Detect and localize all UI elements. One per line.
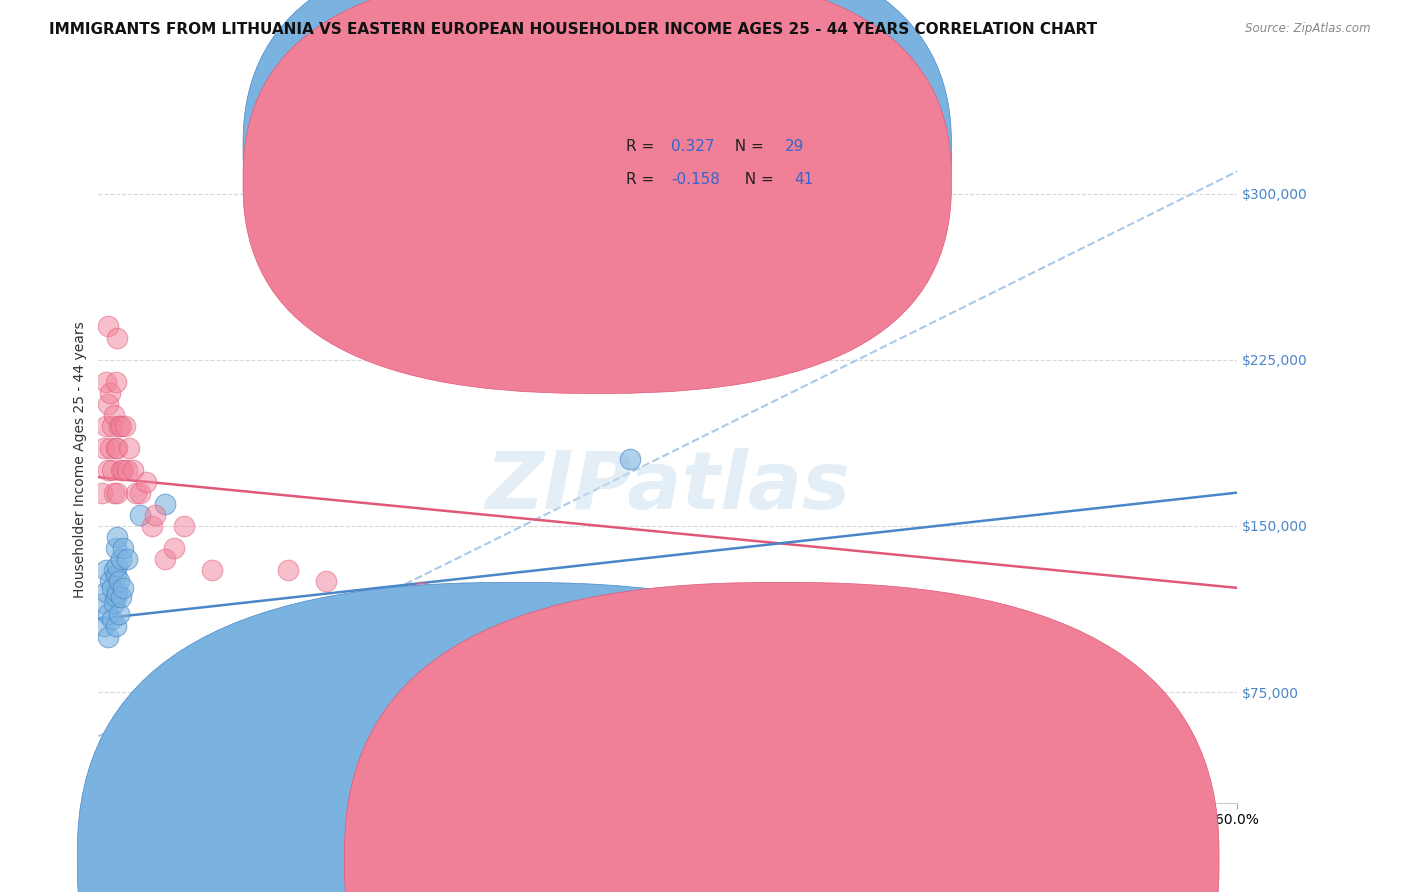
Point (112, 463, 135, 477)
Point (103, 408, 125, 422)
Point (163, 729, 186, 743)
Text: IMMIGRANTS FROM LITHUANIA VS EASTERN EUROPEAN HOUSEHOLDER INCOME AGES 25 - 44 YE: IMMIGRANTS FROM LITHUANIA VS EASTERN EUR… (49, 22, 1097, 37)
Point (201, 563, 224, 577)
Point (600, 596, 623, 610)
Text: R =: R = (626, 139, 659, 154)
FancyBboxPatch shape (243, 0, 952, 360)
Point (110, 590, 132, 604)
Point (104, 567, 127, 582)
Text: 29: 29 (785, 139, 804, 154)
Point (103, 596, 125, 610)
Point (884, 707, 907, 722)
Point (100, 419, 122, 434)
Point (98, 442, 121, 456)
Point (115, 463, 138, 477)
Point (107, 558, 129, 573)
Text: N =: N = (735, 172, 779, 187)
Point (98, 574, 121, 589)
Point (145, 508, 167, 522)
Point (108, 574, 131, 589)
Point (104, 590, 127, 604)
Point (121, 463, 143, 477)
Point (114, 419, 136, 434)
Point (107, 330, 129, 344)
Point (94, 375, 117, 389)
Point (97, 397, 120, 411)
Point (98, 385, 121, 400)
Point (112, 541, 135, 555)
Point (91, 485, 114, 500)
Point (93, 618, 115, 632)
Point (141, 519, 163, 533)
Point (93, 442, 115, 456)
Point (107, 485, 129, 500)
Point (103, 485, 125, 500)
Text: Immigrants from Lithuania: Immigrants from Lithuania (537, 853, 723, 867)
Point (97, 319, 120, 334)
Point (110, 463, 132, 477)
Point (315, 574, 337, 589)
Text: -0.158: -0.158 (671, 172, 720, 187)
Point (163, 541, 186, 555)
Point (110, 552, 132, 566)
Point (619, 452, 641, 467)
Point (129, 508, 152, 522)
Point (103, 563, 125, 577)
Point (97, 630, 120, 644)
Point (93, 596, 115, 610)
Point (97, 463, 120, 477)
Point (104, 375, 127, 389)
Point (277, 563, 299, 577)
FancyBboxPatch shape (243, 0, 952, 393)
Point (1132, 729, 1154, 743)
Point (153, 552, 176, 566)
Text: 41: 41 (794, 172, 814, 187)
Point (104, 442, 127, 456)
Text: Eastern Europeans: Eastern Europeans (806, 853, 936, 867)
Point (100, 612, 122, 626)
Y-axis label: Householder Income Ages 25 - 44 years: Householder Income Ages 25 - 44 years (73, 321, 87, 598)
Point (135, 475, 157, 489)
Text: R =: R = (626, 172, 659, 187)
Point (104, 541, 127, 555)
Point (153, 497, 176, 511)
Point (94, 419, 117, 434)
Text: 0.327: 0.327 (671, 139, 714, 154)
FancyBboxPatch shape (565, 123, 827, 209)
Text: ZIPatlas: ZIPatlas (485, 448, 851, 526)
Point (94, 563, 117, 577)
Text: N =: N = (725, 139, 769, 154)
Point (100, 463, 122, 477)
Point (94, 585, 117, 599)
Point (125, 485, 148, 500)
Point (411, 585, 433, 599)
Point (108, 607, 131, 622)
Point (173, 519, 195, 533)
Point (97, 607, 120, 622)
Point (107, 585, 129, 599)
Point (129, 485, 152, 500)
Point (110, 419, 132, 434)
Point (107, 530, 129, 544)
Point (112, 581, 135, 595)
Point (100, 581, 122, 595)
Point (104, 618, 127, 632)
Point (115, 552, 138, 566)
Text: Source: ZipAtlas.com: Source: ZipAtlas.com (1246, 22, 1371, 36)
Point (118, 442, 141, 456)
Point (107, 442, 129, 456)
Point (108, 419, 131, 434)
